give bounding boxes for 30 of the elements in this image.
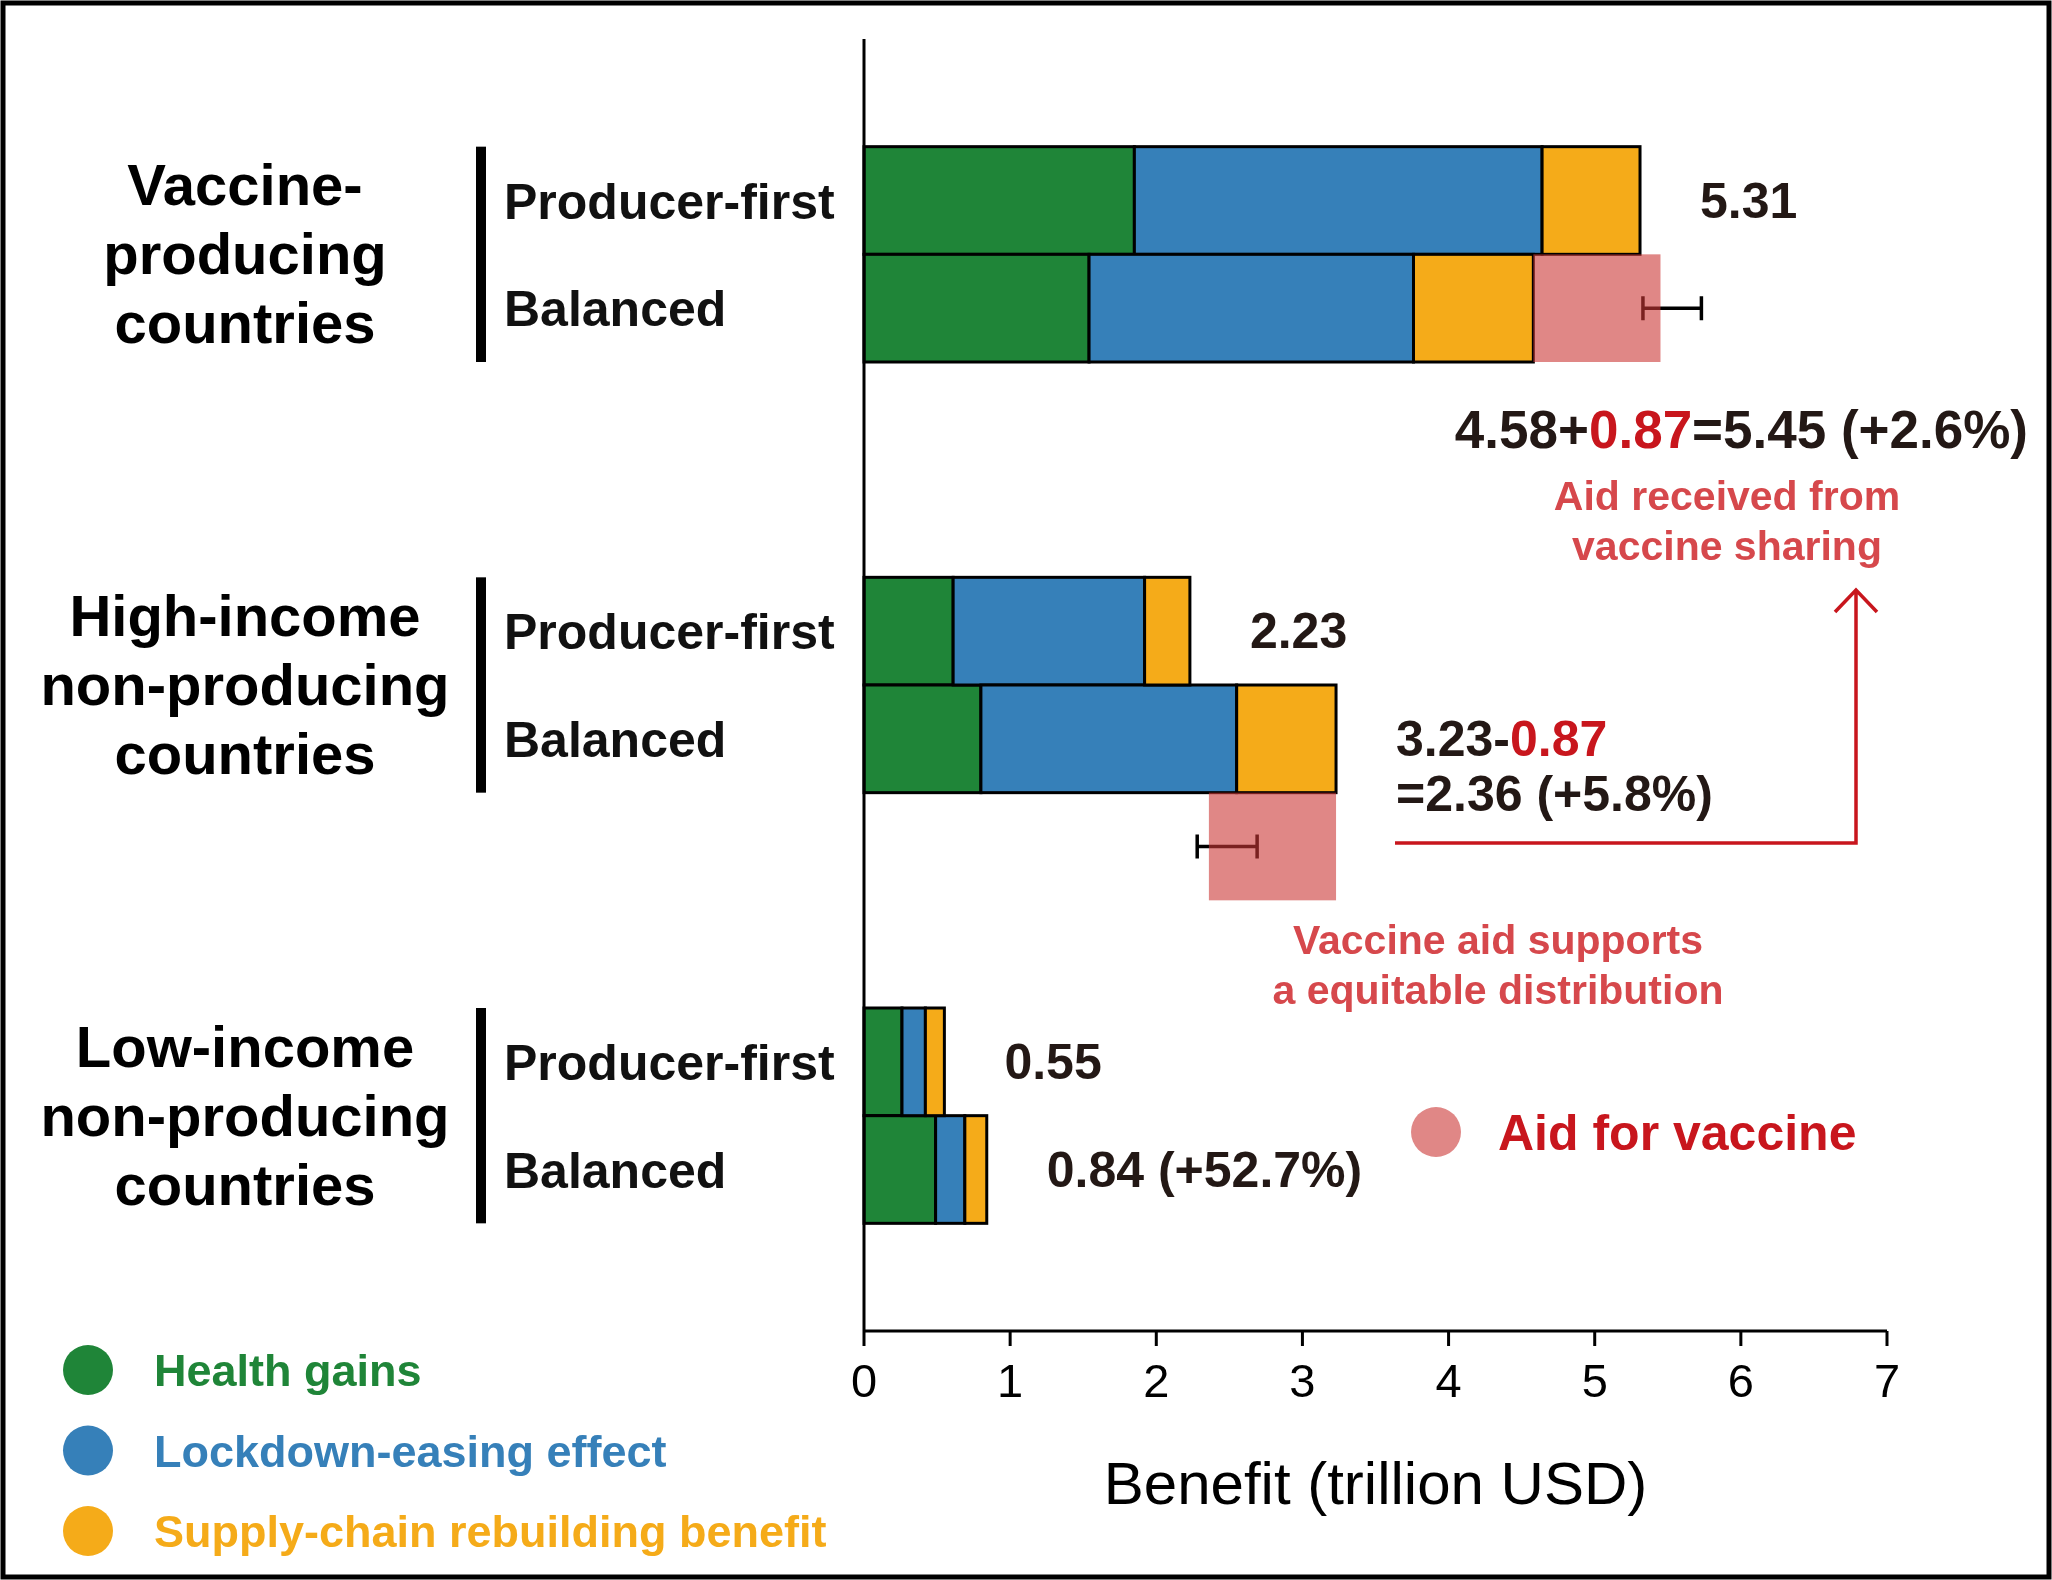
x-tick-label: 2 (1143, 1354, 1170, 1407)
y-tick-label: Producer-first (504, 1034, 835, 1091)
text: Low-income non-producing countries (40, 1013, 450, 1217)
total-label: 3.23-0.87 =2.36 (+5.8%) (1396, 710, 1713, 822)
legend-label: Aid for vaccine (1498, 1105, 1857, 1161)
y-tick-label: Producer-first (504, 173, 835, 230)
annotation: Vaccine aid supports a equitable distribution (1272, 917, 1724, 1013)
y-tick-label: Balanced (504, 711, 727, 768)
x-tick-label: 4 (1435, 1354, 1462, 1407)
legend-label: Lockdown-easing effect (154, 1425, 667, 1477)
x-tick-label: 6 (1727, 1354, 1754, 1407)
x-axis-title: Benefit (trillion USD) (1103, 1450, 1648, 1517)
legend-label: Health gains (154, 1345, 422, 1396)
y-tick-label: Producer-first (504, 604, 835, 661)
y-tick-label: Balanced (504, 1142, 727, 1199)
total-label: 0.55 (1004, 1033, 1102, 1090)
x-tick-label: 5 (1581, 1354, 1608, 1407)
y-tick-label: Balanced (504, 281, 727, 338)
total-label: 2.23 (1249, 603, 1348, 660)
x-tick-label: 3 (1289, 1354, 1316, 1407)
total-label: 4.58+0.87=5.45 (+2.6%) (1454, 400, 2028, 459)
text: Vaccine- producing countries (103, 152, 387, 356)
x-tick-label: 7 (1873, 1354, 1901, 1407)
annotation: Aid received from vaccine sharing (1553, 473, 1901, 569)
x-tick-label: 0 (850, 1354, 878, 1407)
legend-label: Supply-chain rebuilding benefit (154, 1506, 827, 1557)
x-tick-label: 1 (997, 1354, 1024, 1407)
total-label: 5.31 (1700, 172, 1798, 229)
total-label: 0.84 (+52.7%) (1046, 1141, 1363, 1198)
text: High-income non-producing countries (40, 583, 450, 786)
